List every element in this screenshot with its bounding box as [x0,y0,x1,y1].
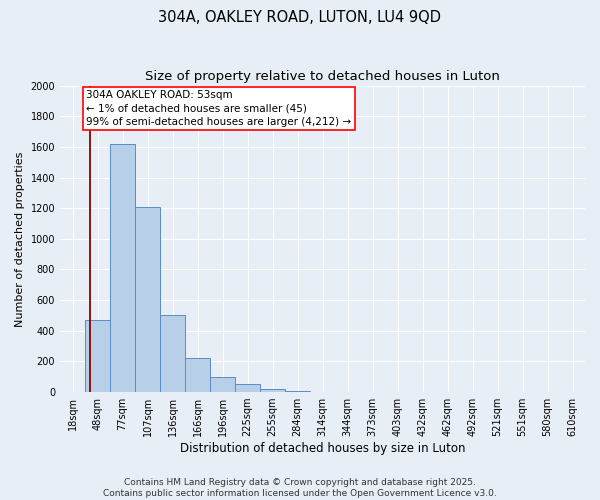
Bar [285,391,310,392]
Text: 304A, OAKLEY ROAD, LUTON, LU4 9QD: 304A, OAKLEY ROAD, LUTON, LU4 9QD [158,10,442,25]
Text: 304A OAKLEY ROAD: 53sqm
← 1% of detached houses are smaller (45)
99% of semi-det: 304A OAKLEY ROAD: 53sqm ← 1% of detached… [86,90,352,126]
Bar [210,377,235,392]
Y-axis label: Number of detached properties: Number of detached properties [15,151,25,326]
Bar [135,206,160,392]
Title: Size of property relative to detached houses in Luton: Size of property relative to detached ho… [145,70,500,83]
Bar [110,144,135,392]
Text: Contains HM Land Registry data © Crown copyright and database right 2025.
Contai: Contains HM Land Registry data © Crown c… [103,478,497,498]
X-axis label: Distribution of detached houses by size in Luton: Distribution of detached houses by size … [180,442,465,455]
Bar [260,389,285,392]
Bar [235,384,260,392]
Bar [85,320,110,392]
Bar [160,316,185,392]
Bar [185,358,210,392]
